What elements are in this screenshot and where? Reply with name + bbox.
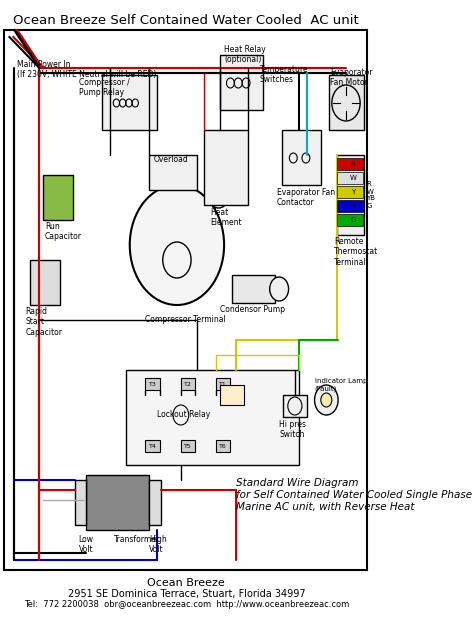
Bar — [337, 172, 363, 184]
Text: Compressor /
Pump Relay: Compressor / Pump Relay — [79, 78, 129, 97]
Text: Hi pres
Switch: Hi pres Switch — [279, 420, 306, 439]
Text: Overload: Overload — [153, 155, 188, 164]
Bar — [283, 395, 307, 417]
Bar — [146, 378, 160, 390]
Bar — [337, 186, 363, 198]
Text: T4: T4 — [149, 444, 156, 449]
Bar — [4, 30, 367, 570]
Text: Rapid
Start
Capacitor: Rapid Start Capacitor — [25, 307, 62, 337]
Bar — [86, 475, 149, 530]
Bar — [232, 275, 275, 303]
Text: Evaporator
Fan Motor: Evaporator Fan Motor — [330, 68, 373, 87]
Text: High
Volt: High Volt — [149, 535, 167, 554]
Text: T6: T6 — [219, 444, 227, 449]
Text: Remote
Thermostat
Terminal: Remote Thermostat Terminal — [334, 237, 378, 267]
Text: Standard Wire Diagram: Standard Wire Diagram — [236, 478, 358, 488]
Bar — [181, 378, 195, 390]
Text: R: R — [351, 161, 356, 167]
Bar — [149, 155, 197, 190]
Text: Run
Capacitor: Run Capacitor — [45, 222, 82, 241]
Text: W: W — [350, 175, 356, 181]
Bar — [220, 55, 264, 110]
Bar — [30, 260, 60, 305]
Text: Marine AC unit, with Reverse Heat: Marine AC unit, with Reverse Heat — [236, 502, 414, 512]
Text: Ocean Breeze: Ocean Breeze — [147, 578, 225, 588]
Bar — [216, 378, 230, 390]
Text: Transformer: Transformer — [114, 535, 160, 544]
Bar — [220, 385, 244, 405]
Text: T1: T1 — [219, 382, 227, 387]
Bar — [204, 130, 248, 205]
Bar — [282, 130, 321, 185]
Text: T3: T3 — [149, 382, 156, 387]
Bar — [337, 158, 363, 170]
Circle shape — [130, 185, 224, 305]
Text: Indicator Lamp
(Fault): Indicator Lamp (Fault) — [315, 378, 367, 391]
Text: Condensor Pump: Condensor Pump — [220, 305, 285, 314]
Text: 2951 SE Dominica Terrace, Stuart, Florida 34997: 2951 SE Dominica Terrace, Stuart, Florid… — [68, 589, 305, 599]
Bar — [337, 155, 364, 235]
Bar — [181, 440, 195, 452]
Text: Compressor Terminal: Compressor Terminal — [146, 315, 226, 324]
Text: B: B — [351, 203, 356, 209]
Bar — [75, 480, 86, 525]
Text: Low
Volt: Low Volt — [79, 535, 94, 554]
Text: Heat
Element: Heat Element — [211, 208, 242, 228]
Circle shape — [270, 277, 289, 301]
Bar — [328, 75, 364, 130]
Text: Lockout Relay: Lockout Relay — [157, 410, 210, 419]
Text: T5: T5 — [184, 444, 192, 449]
Bar — [102, 75, 157, 130]
Bar — [337, 214, 363, 226]
Bar — [126, 370, 299, 465]
Text: for Self Contained Water Cooled Single Phase: for Self Contained Water Cooled Single P… — [236, 490, 472, 500]
Circle shape — [321, 393, 332, 407]
Bar — [337, 200, 363, 212]
Bar — [43, 175, 73, 220]
Bar — [149, 480, 161, 525]
Circle shape — [315, 385, 338, 415]
Text: Main Power In
(If 230V, WHITE Neutral will be RED): Main Power In (If 230V, WHITE Neutral wi… — [17, 60, 157, 80]
Text: Tel:  772 2200038  obr@oceanbreezeac.com  http://www.oceanbreezeac.com: Tel: 772 2200038 obr@oceanbreezeac.com h… — [24, 600, 349, 609]
Text: G: G — [350, 217, 356, 223]
Text: T2: T2 — [184, 382, 192, 387]
Bar — [216, 440, 230, 452]
Text: Y: Y — [351, 189, 355, 195]
Text: Temperature
Switches: Temperature Switches — [259, 65, 308, 85]
Text: Ocean Breeze Self Contained Water Cooled  AC unit: Ocean Breeze Self Contained Water Cooled… — [13, 14, 359, 27]
Bar — [146, 440, 160, 452]
Text: R
W
YB
G: R W YB G — [366, 181, 375, 209]
Text: Evaporator Fan
Contactor: Evaporator Fan Contactor — [277, 188, 335, 207]
Text: Heat Relay
(optional): Heat Relay (optional) — [224, 45, 266, 64]
